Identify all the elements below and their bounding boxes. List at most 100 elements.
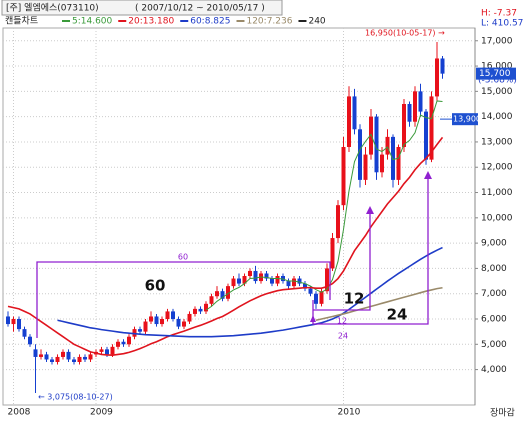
candle-body — [44, 354, 49, 360]
candle-body — [149, 316, 153, 322]
candle-body — [193, 308, 197, 314]
candle-body — [99, 349, 104, 352]
candle-body — [358, 129, 362, 180]
candle-body — [286, 281, 291, 287]
period-label-big: 60 — [145, 277, 166, 295]
candle-body — [363, 154, 368, 180]
y-tick-label: 16,000 — [481, 62, 513, 72]
info-change: (-3.68%) — [478, 76, 517, 86]
candle-body — [55, 356, 60, 362]
y-tick-label: 10,000 — [481, 213, 513, 223]
candle-body — [220, 291, 225, 299]
cursor-marker-box — [452, 113, 478, 126]
candle-body — [160, 319, 164, 325]
y-tick-label: 11,000 — [481, 188, 513, 198]
price-marker-box — [476, 67, 516, 80]
candle-body — [275, 276, 280, 284]
candle-body — [176, 319, 181, 327]
legend-label: 5:14.600 — [72, 17, 113, 27]
low-note: ← 3,075(08-10-27) — [38, 393, 113, 402]
candle-body — [39, 354, 43, 357]
y-tick-label: 9,000 — [481, 239, 507, 249]
candle-body — [127, 336, 131, 345]
candle-body — [209, 296, 214, 304]
candle-body — [165, 311, 170, 319]
period-box-60 — [36, 261, 331, 338]
arrow — [424, 171, 432, 179]
candle-body — [33, 349, 38, 357]
candle-body — [385, 136, 390, 155]
candle-body — [226, 286, 230, 299]
x-tick-label: 2009 — [90, 408, 113, 418]
moving-average — [57, 246, 443, 338]
candle-body — [248, 270, 252, 276]
y-tick-label: 12,000 — [481, 163, 513, 173]
y-tick-label: 13,000 — [481, 137, 513, 147]
candle-body — [352, 96, 357, 130]
candle-body — [198, 308, 203, 312]
candle-body — [424, 111, 428, 160]
candle-body — [116, 341, 120, 347]
price-marker-label: 15,700 — [479, 69, 511, 79]
market-close: 장마감 — [490, 407, 515, 419]
candle-body — [231, 278, 236, 287]
info-high: H: -7.37 — [481, 9, 517, 19]
candle-body — [396, 147, 401, 180]
candle-body — [303, 283, 307, 289]
candle-body — [314, 293, 318, 304]
candle-body — [182, 321, 186, 327]
candle-body — [6, 316, 10, 325]
candle-body — [121, 341, 126, 345]
period-box-12 — [313, 210, 371, 311]
legend-label: 60:8.825 — [190, 17, 230, 27]
y-tick-label: 17,000 — [481, 36, 513, 46]
candle-body — [402, 104, 406, 147]
candle-body — [440, 58, 445, 74]
candle-body — [77, 356, 82, 362]
x-tick-label: 2008 — [8, 408, 31, 418]
period-label-big: 12 — [344, 290, 365, 308]
arrow — [310, 315, 316, 322]
y-tick-label: 7,000 — [481, 289, 507, 299]
candle-body — [264, 273, 269, 279]
candle-body — [215, 291, 219, 297]
candle-body — [50, 359, 54, 362]
candle-body — [418, 91, 423, 112]
period-label: 60 — [178, 253, 188, 262]
candle-body — [72, 359, 76, 362]
candle-body — [242, 276, 247, 284]
moving-average — [315, 286, 443, 322]
candle-body — [325, 268, 329, 292]
y-tick-label: 14,000 — [481, 112, 513, 122]
legend-label: 120:7.236 — [246, 17, 292, 27]
candle-body — [83, 356, 87, 360]
y-tick-label: 4,000 — [481, 365, 507, 375]
candle-body — [253, 270, 258, 282]
candle-body — [237, 278, 241, 284]
period-label: 12 — [337, 317, 347, 326]
candle-body — [204, 303, 208, 312]
candle-body — [88, 354, 93, 360]
candle-body — [187, 313, 192, 322]
candle-body — [297, 278, 302, 284]
candle-body — [407, 104, 412, 122]
y-tick-label: 6,000 — [481, 315, 507, 325]
candle-body — [435, 58, 439, 97]
y-tick-label: 5,000 — [481, 340, 507, 350]
high-note: 16,950(10-05-17) → — [365, 29, 445, 38]
legend-label: 20:13.180 — [128, 17, 174, 27]
cursor-marker-label: 13,900 — [453, 115, 481, 124]
info-low: L: 410.57 — [481, 19, 523, 29]
candle-body — [429, 96, 434, 160]
candle-body — [105, 349, 109, 355]
period-box-24 — [312, 175, 429, 325]
candle-body — [28, 336, 32, 345]
candle-body — [110, 346, 115, 355]
arrow — [366, 206, 374, 214]
stock-title: [주] 엘엠에스(073110) — [6, 2, 99, 14]
candle-body — [380, 154, 384, 173]
candle-body — [66, 351, 71, 360]
candle-body — [270, 278, 274, 284]
candle-body — [330, 238, 335, 269]
